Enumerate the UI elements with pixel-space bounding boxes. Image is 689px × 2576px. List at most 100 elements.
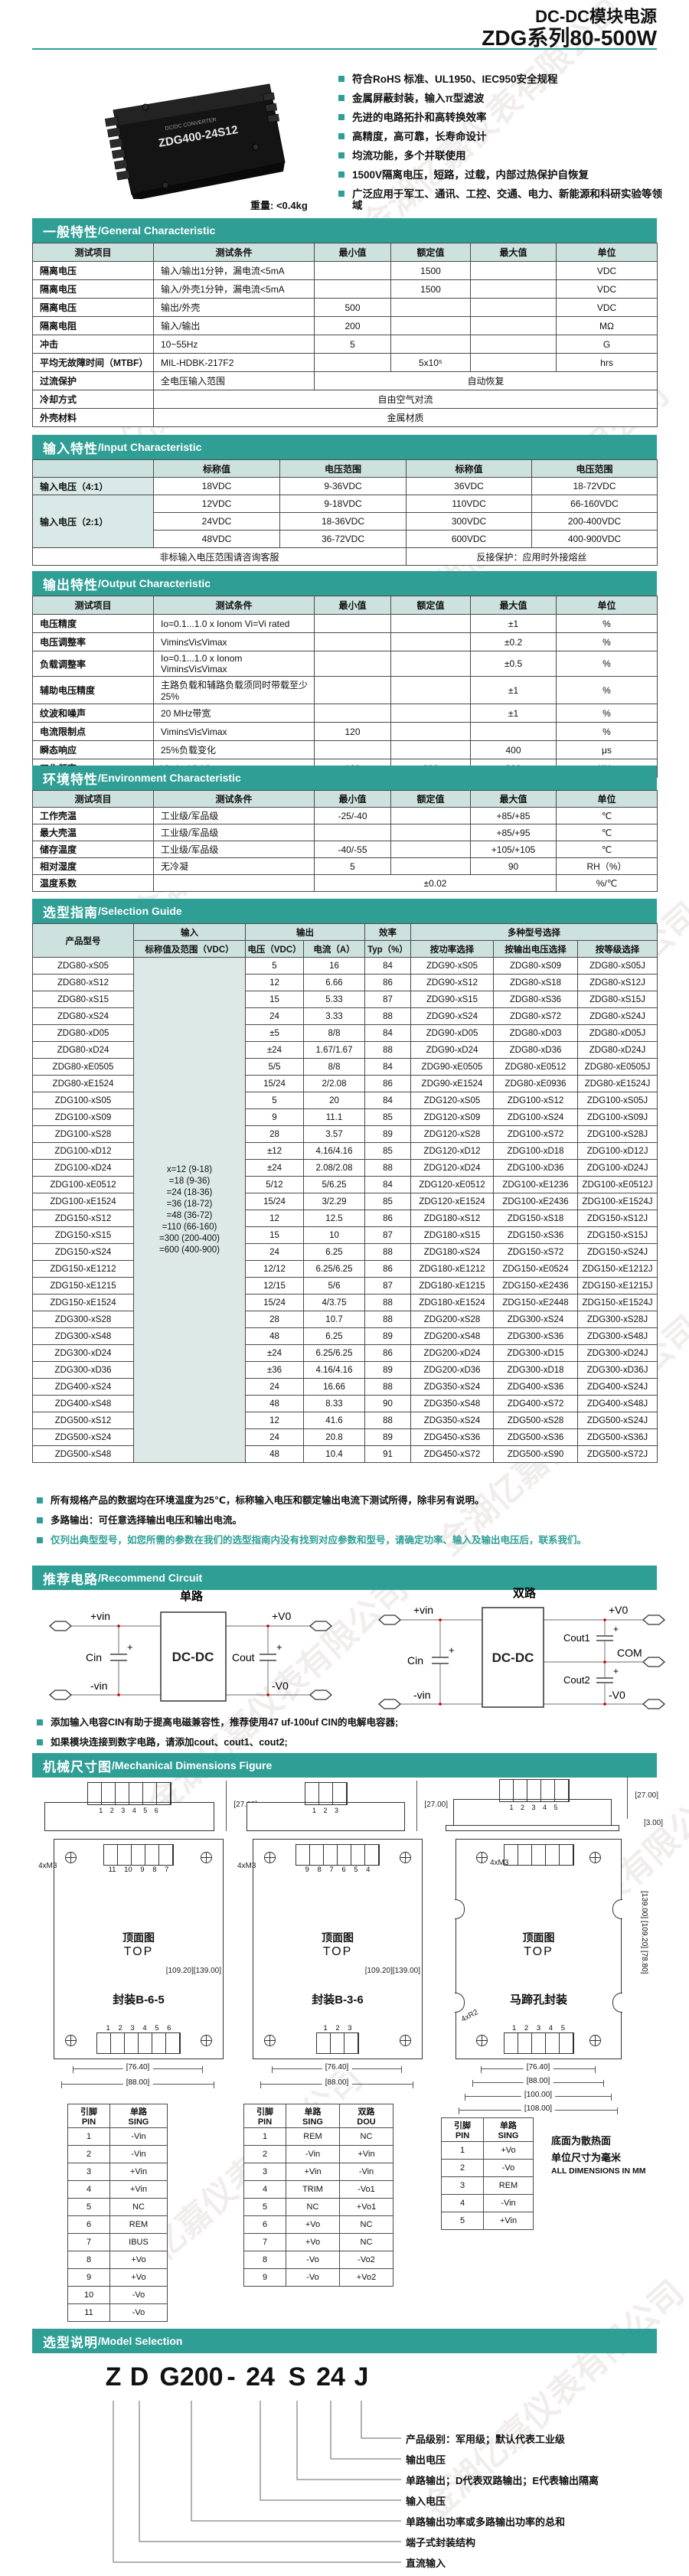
model-code-part-s: S (288, 2362, 306, 2392)
table-row: 48VDC 36-72VDC 600VDC 400-900VDC (33, 530, 658, 548)
table-row: 储存温度 工业级/军品级 -40/-55 +105/+105 ℃ (32, 841, 658, 858)
table-cell: ZDG80-xD24J (576, 1041, 658, 1059)
table-cell: 最小值 (314, 243, 391, 262)
table-cell: Vimin≤Vi≤Vimax (153, 722, 315, 741)
header-rule (32, 48, 657, 50)
table-cell: 110VDC (406, 495, 532, 513)
table-cell: Io=0.1...1.0 x Ionom Vi=Vi rated (153, 614, 315, 633)
dim-3: [3.00] (643, 1819, 663, 1827)
screw-note: 4xM3 (490, 1859, 509, 1867)
table-cell: 额定值 (390, 596, 471, 615)
table-cell: 48 (245, 1327, 304, 1345)
table-cell: ZDG300-xD24J (576, 1344, 658, 1362)
table-row: ZDG150-xE1215 12/15 5/6 87 ZDG180-xE1215 ZDG1… (32, 1277, 658, 1295)
table-row: 24VDC 18-36VDC 300VDC 200-400VDC (33, 512, 658, 531)
table-cell: 10.7 (303, 1311, 365, 1328)
table-cell: ZDG100-xE1524 (32, 1193, 134, 1210)
table-cell: -Vo (109, 2303, 168, 2322)
table-cell: 7 (243, 2233, 286, 2251)
table-row: 3 +Vin -Vin (243, 2163, 393, 2181)
bullet-text: 仅列出典型型号，如您所需的参数在我们的选型指南内没有找到对应参数和型号，请确定功… (51, 1535, 587, 1546)
table-row: ZDG100-xE1524 15/24 3/2.29 85 ZDG120-xE1524 Z… (32, 1193, 658, 1210)
table-cell: 600VDC (406, 530, 532, 548)
table-cell: ZDG150-xS18 (493, 1210, 578, 1227)
table-cell: ZDG150-xE1215 (32, 1277, 134, 1295)
bullet-item: 多路输出：可任意选择输出电压和输出电流。 (37, 1515, 657, 1526)
table-cell: ZDG200-xD24 (410, 1344, 494, 1362)
pin-table-b65: 引脚 PIN 单路 SING 1 -Vin 2 -Vin 3 +Vin 4 +Vin 5 NC 6 REM… (67, 2104, 168, 2322)
bullet-item: 1500V隔离电压，短路，过载，内部过热保护自恢复 (338, 169, 668, 181)
table-cell: +Vo (109, 2251, 168, 2269)
legend-dc-input: 直流输入 (406, 2558, 446, 2569)
top-pin-numbers: 9 8 7 6 5 4 (305, 1866, 371, 1874)
table-cell: ±36 (245, 1361, 304, 1379)
section-title-en: /Selection Guide (98, 905, 182, 917)
table-cell: hrs (556, 353, 658, 372)
bullet-text: 符合RoHS 标准、UL1950、IEC950安全规程 (352, 73, 558, 85)
table-cell (470, 722, 557, 741)
table-cell: 自动恢复 (314, 371, 658, 390)
label-vo-plus: +V0 (272, 1610, 292, 1622)
section-title-zh: 选型说明 (43, 2335, 98, 2350)
top-view-horseshoe: 顶面图 TOP 马蹄孔封装 1 2 3 4 5 4xR2 (455, 1839, 622, 2059)
table-cell: 20 MHz带宽 (153, 704, 315, 723)
table-cell (314, 704, 391, 723)
table-cell: 88 (364, 1041, 411, 1059)
table-cell (470, 353, 557, 372)
label-cout: Cout (232, 1651, 255, 1663)
bullet-square-icon (338, 133, 344, 139)
table-cell: 输入/输出1分钟，漏电流<5mA (153, 261, 315, 280)
dim-10800: [108.00] (521, 2104, 556, 2113)
table-cell: 按输出电压选择 (493, 940, 578, 958)
table-row: ZDG400-xS24 24 16.66 88 ZDG350-xS24 ZDG400-xS… (32, 1378, 658, 1396)
table-cell: % (556, 704, 658, 723)
table-row: 隔离电阻 输入/输出 200 MΩ (32, 316, 658, 335)
table-cell (470, 316, 557, 335)
bullet-square-icon (338, 76, 344, 82)
table-cell: ZDG200-xD36 (410, 1361, 494, 1379)
table-cell: -Vin (339, 2163, 393, 2181)
table-row: 冷却方式 自由空气对流 (32, 390, 658, 409)
table-cell: ±1 (470, 704, 557, 723)
table-row: ZDG150-xE1524 15/24 4/3.75 88 ZDG180-xE1524 Z… (32, 1294, 658, 1311)
bullet-square-icon (338, 152, 344, 158)
section-title-zh: 输出特性 (43, 577, 98, 593)
table-cell: +85/+95 (470, 824, 557, 841)
circuit-dual-title: 双路 (513, 1586, 537, 1600)
table-cell: ZDG150-xS24J (576, 1243, 658, 1261)
table-cell: NC (286, 2198, 340, 2216)
table-cell: % (556, 651, 658, 677)
side-view-b65: 1 2 3 4 5 6 [27.00] (44, 1781, 257, 1831)
bullet-item: 如果模块连接到数字电路，请添加cout、cout1、cout2; (37, 1737, 657, 1748)
table-cell: ZDG100-xS72 (493, 1125, 578, 1143)
table-row: 负载调整率 Io=0.1...1.0 x Ionom Vimin≤Vi≤Vimax… (32, 651, 658, 677)
table-cell: 输入/输出 (153, 316, 315, 335)
table-cell: 双路 DOU (339, 2104, 393, 2128)
table-cell: 84 (364, 1024, 411, 1042)
table-cell: 24 (245, 1243, 304, 1261)
package-name: 马蹄孔封装 (509, 1993, 567, 2006)
table-cell: +Vin (286, 2163, 340, 2181)
table-cell: ZDG150-xS12J (576, 1210, 658, 1227)
table-cell: ZDG500-xS36 (493, 1428, 578, 1446)
table-row: ZDG150-xS15 15 10 87 ZDG180-xS15 ZDG150-xS36 Z… (32, 1226, 658, 1244)
section-title-en: /Mechanical Dimensions Figure (112, 1759, 273, 1771)
table-row: 电压调整率 Vimin≤Vi≤Vimax ±0.2% (32, 632, 658, 651)
table-cell: 200 (314, 316, 391, 335)
table-cell: 90 (470, 857, 557, 875)
table-cell: ZDG500-xS28 (493, 1412, 578, 1429)
table-cell: -Vin (109, 2127, 168, 2146)
table-row: 测试项目 测试条件 最小值 额定值 最大值 单位 (32, 790, 658, 808)
table-cell: %/℃ (556, 874, 658, 892)
table-row: 外壳材料 金属材质 (32, 408, 658, 427)
table-row: 11 -Vo (67, 2303, 168, 2322)
table-cell: ZDG350-xS24 (410, 1412, 494, 1429)
table-cell: ZDG100-xD18 (493, 1142, 578, 1160)
table-cell: ZDG120-xS05 (410, 1092, 494, 1109)
table-cell (32, 459, 154, 478)
table-cell: 36-72VDC (279, 530, 407, 548)
table-cell: 输入电压（4:1） (32, 477, 154, 495)
table-row: 1 REM NC (243, 2127, 393, 2146)
table-cell: 48 (245, 1445, 304, 1463)
table-cell: -40/-55 (314, 841, 391, 858)
